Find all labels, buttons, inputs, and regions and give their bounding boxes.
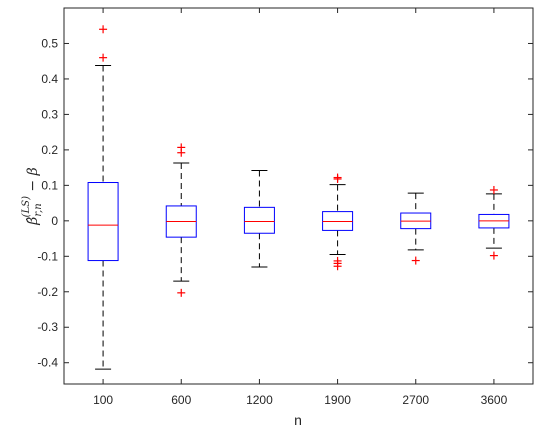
x-tick-label: 1900: [324, 393, 351, 407]
y-tick-label: -0.2: [37, 285, 58, 299]
y-tick-label: -0.3: [37, 320, 58, 334]
y-axis-label-base: β̂: [25, 217, 41, 226]
x-tick-label: 3600: [481, 393, 508, 407]
y-tick-label: -0.1: [37, 249, 58, 263]
y-tick-label: -0.4: [37, 356, 58, 370]
boxes-layer: [87, 25, 510, 370]
y-tick-label: 0.2: [41, 143, 58, 157]
box-group-1900: [322, 173, 354, 271]
box-group-1200: [243, 169, 275, 268]
y-tick-label: 0.3: [41, 107, 58, 121]
box: [322, 211, 354, 231]
y-tick-label: 0: [51, 214, 58, 228]
box-group-2700: [400, 192, 432, 265]
x-tick-label: 1200: [246, 393, 273, 407]
outlier-marker: [99, 53, 108, 62]
outlier-marker: [177, 288, 186, 297]
y-axis-label-sup: (LS): [21, 196, 32, 217]
y-tick-label: 0.1: [41, 178, 58, 192]
y-axis-ticks: -0.4 -0.3 -0.2 -0.1 0 0.1 0.2 0.3 0.4 0.5: [37, 36, 533, 370]
outlier-marker: [333, 262, 342, 271]
y-tick-label: 0.4: [41, 72, 58, 86]
x-axis-label: n: [294, 412, 302, 428]
box: [87, 182, 119, 262]
y-axis-label-rest: − β: [25, 167, 41, 196]
y-tick-label: 0.5: [41, 36, 58, 50]
x-tick-label: 600: [171, 393, 191, 407]
y-axis-label-sub: r,n: [33, 203, 44, 216]
plot-frame: [63, 7, 534, 385]
box-group-100: [87, 25, 119, 370]
outlier-marker: [489, 185, 498, 194]
box: [243, 206, 275, 234]
outlier-marker: [177, 143, 186, 152]
box-group-600: [165, 143, 197, 297]
x-tick-label: 2700: [402, 393, 429, 407]
plot-area: [64, 8, 533, 384]
y-axis-label: β̂r,n(LS) − β: [21, 167, 44, 225]
outlier-marker: [489, 251, 498, 260]
outlier-marker: [333, 173, 342, 182]
box-group-3600: [478, 185, 510, 260]
outlier-marker: [411, 256, 420, 265]
x-axis-ticks: 100 600 1200 1900 2700 3600: [93, 8, 508, 407]
outlier-marker: [99, 25, 108, 34]
x-tick-label: 100: [93, 393, 113, 407]
